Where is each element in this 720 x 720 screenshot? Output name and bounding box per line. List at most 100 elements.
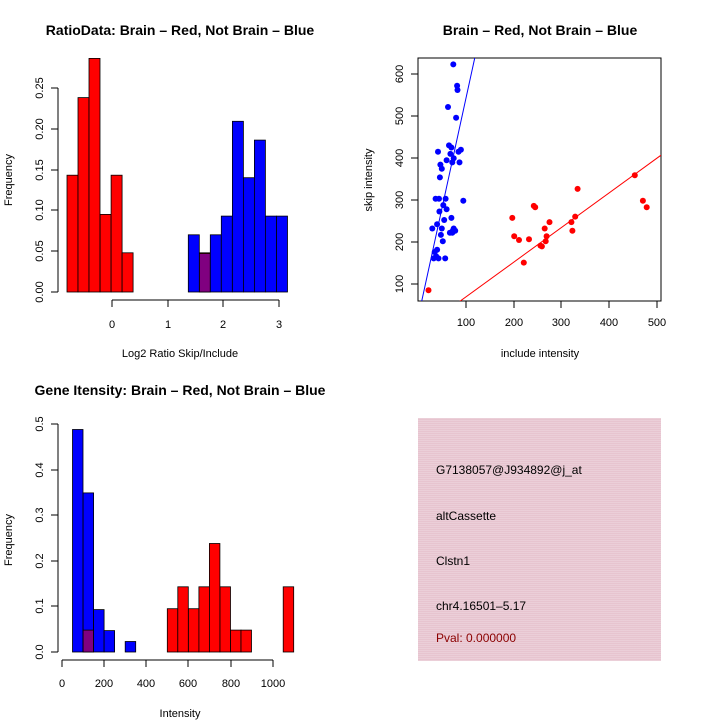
- gene-bar-brain: [187, 608, 200, 653]
- gene-bar-overlap: [82, 629, 94, 653]
- scatter-point-not-brain: [438, 225, 445, 232]
- ratio-bar-not-brain: [242, 177, 255, 293]
- scatter-x-tick-label: 100: [457, 317, 475, 329]
- scatter-point-not-brain: [435, 255, 442, 262]
- scatter-point-not-brain: [448, 214, 455, 221]
- scatter-point-brain: [546, 219, 553, 226]
- scatter-y-tick-label: 100: [394, 275, 406, 293]
- scatter-y-tick-label: 400: [394, 149, 406, 167]
- ratio-y-tick-label: 0.20: [34, 118, 46, 139]
- ratio-y-tick-label: 0.00: [34, 281, 46, 302]
- scatter-point-not-brain: [441, 217, 448, 223]
- scatter-point-not-brain: [460, 197, 467, 204]
- probe-info-panel: G7138057@J934892@j_at altCassette Clstn1…: [418, 418, 661, 661]
- scatter-point-not-brain: [454, 82, 461, 89]
- scatter-point-brain: [511, 233, 518, 240]
- ratio-histogram: RatioData: Brain – Red, Not Brain – Blue…: [3, 22, 314, 360]
- scatter-point-brain: [541, 225, 548, 232]
- scatter-x-tick-label: 500: [648, 317, 666, 329]
- gene-x-ticks: 0 200 400 600 800 1000: [59, 660, 285, 690]
- ratio-y-ticks: 0.00 0.05 0.10 0.15 0.20 0.25: [34, 77, 58, 303]
- gene-bar-brain: [240, 629, 252, 653]
- ratio-bar-not-brain: [253, 139, 266, 293]
- gene-bar-not-brain: [82, 492, 94, 653]
- scatter-point-not-brain: [457, 146, 464, 153]
- ratio-bar-not-brain: [209, 234, 222, 293]
- scatter-fit-lines: [421, 58, 661, 301]
- scatter-point-brain: [572, 213, 579, 220]
- scatter-x-tick-label: 400: [600, 317, 618, 329]
- ratio-x-tick-label: 2: [220, 319, 226, 331]
- gene-bar-brain: [219, 586, 231, 653]
- scatter-point-not-brain: [445, 104, 451, 110]
- scatter-point-not-brain: [442, 195, 449, 202]
- ratio-bar-brain: [66, 174, 79, 293]
- scatter-point-brain: [639, 197, 646, 204]
- scatter-point-brain: [543, 233, 550, 240]
- gene-y-tick-label: 0.2: [34, 553, 46, 568]
- gene-x-tick-label: 400: [137, 678, 155, 690]
- scatter-point-not-brain: [439, 238, 446, 245]
- scatter-point-brain: [526, 236, 532, 243]
- fit-line-not-brain: [421, 58, 476, 301]
- scatter-point-not-brain: [443, 157, 450, 164]
- intensity-scatter: Brain – Red, Not Brain – Blue 100 200 30…: [363, 22, 666, 360]
- ratio-bar-overlap: [198, 253, 211, 293]
- ratio-x-ticks: 0 1 2 3: [109, 300, 282, 331]
- gene-bar-brain: [198, 586, 210, 653]
- ratio-x-tick-label: 0: [109, 319, 115, 331]
- scatter-y-tick-label: 200: [394, 233, 406, 251]
- gene-bar-brain: [208, 543, 221, 653]
- scatter-point-not-brain: [438, 165, 445, 172]
- scatter-point-brain: [538, 243, 545, 250]
- scatter-point-brain: [516, 237, 522, 243]
- ratio-x-axis-label: Log2 Ratio Skip/Include: [122, 348, 238, 360]
- ratio-bar-not-brain: [220, 215, 233, 293]
- scatter-point-not-brain: [436, 174, 443, 181]
- probe-id: G7138057@J934892@j_at: [436, 463, 582, 477]
- gene-y-axis-label: Frequency: [3, 514, 15, 566]
- pval-text: Pval: 0.000000: [436, 631, 517, 645]
- gene-y-tick-label: 0.5: [34, 416, 46, 431]
- ratio-y-tick-label: 0.15: [34, 159, 46, 180]
- ratio-bar-not-brain: [231, 120, 244, 293]
- scatter-x-ticks: 100 200 300 400 500: [457, 301, 666, 329]
- ratio-bar-not-brain: [187, 234, 200, 293]
- gene-intensity-histogram: Gene Itensity: Brain – Red, Not Brain – …: [3, 382, 326, 720]
- scatter-point-brain: [425, 287, 432, 294]
- scatter-point-not-brain: [454, 87, 461, 93]
- gene-bar-brain: [177, 586, 189, 653]
- gene-bar-brain: [230, 629, 242, 653]
- scatter-point-not-brain: [434, 246, 441, 253]
- gene-y-tick-label: 0.0: [34, 644, 46, 659]
- ratio-y-tick-label: 0.10: [34, 199, 46, 220]
- ratio-bar-brain: [110, 174, 123, 293]
- scatter-point-brain: [509, 214, 516, 221]
- scatter-y-tick-label: 600: [394, 65, 406, 83]
- scatter-points: [425, 61, 650, 294]
- gene-y-tick-label: 0.4: [34, 462, 46, 477]
- scatter-point-not-brain: [435, 148, 441, 155]
- scatter-title: Brain – Red, Not Brain – Blue: [443, 22, 638, 38]
- scatter-y-tick-label: 500: [394, 107, 406, 125]
- gene-y-ticks: 0.0 0.1 0.2 0.3 0.4 0.5: [34, 416, 58, 660]
- scatter-point-not-brain: [450, 155, 457, 162]
- scatter-point-brain: [520, 259, 527, 266]
- scatter-x-tick-label: 200: [505, 317, 523, 329]
- scatter-point-not-brain: [456, 159, 463, 166]
- ratio-bar-not-brain: [264, 215, 277, 293]
- gene-histogram-bars: [72, 429, 295, 653]
- gene-histogram-title: Gene Itensity: Brain – Red, Not Brain – …: [35, 382, 326, 398]
- ratio-y-tick-label: 0.05: [34, 240, 46, 261]
- scatter-x-axis-label: include intensity: [501, 348, 580, 360]
- scatter-point-not-brain: [436, 208, 443, 215]
- scatter-point-not-brain: [453, 114, 460, 121]
- ratio-bar-brain: [121, 252, 134, 293]
- scatter-point-brain: [568, 219, 575, 226]
- scatter-y-tick-label: 300: [394, 191, 406, 209]
- gene-bar-not-brain: [72, 429, 84, 653]
- scatter-point-brain: [643, 204, 650, 211]
- ratio-x-tick-label: 1: [165, 319, 171, 331]
- scatter-point-brain: [542, 238, 549, 245]
- ratio-y-tick-label: 0.25: [34, 77, 46, 98]
